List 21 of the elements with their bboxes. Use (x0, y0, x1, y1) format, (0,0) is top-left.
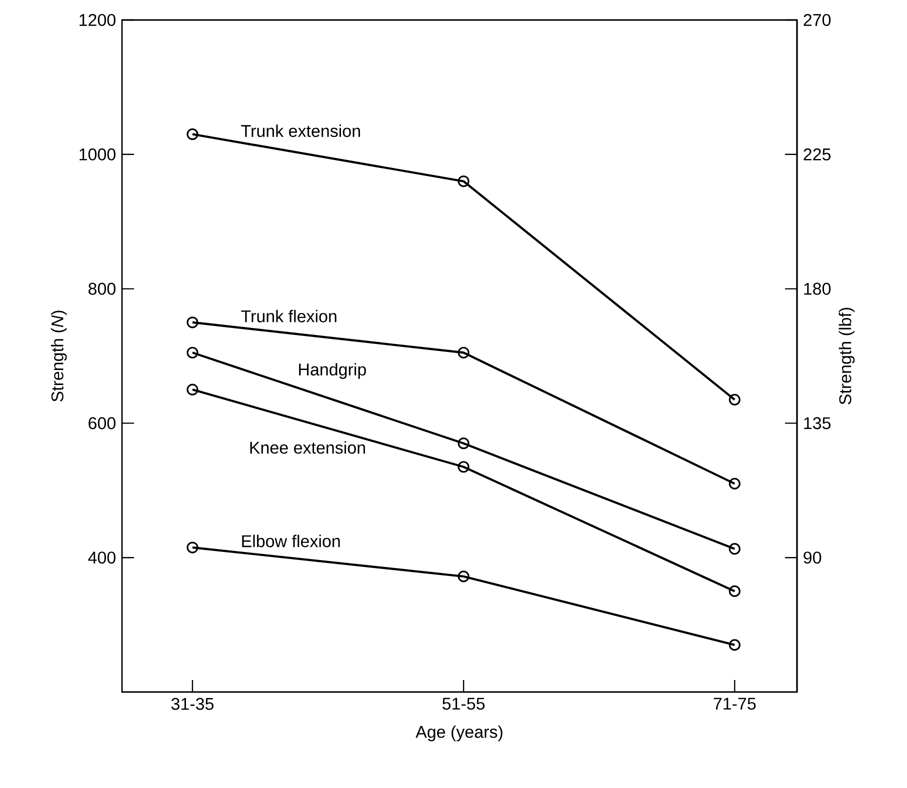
series-label: Trunk flexion (241, 310, 336, 322)
y-tick-label: 800 (88, 282, 116, 295)
x-tick-label: 31-35 (171, 698, 214, 710)
series-label: Knee extension (250, 441, 365, 454)
x-tick-label: 71-75 (714, 698, 756, 710)
y-tick-label: 400 (88, 552, 116, 564)
series-label: Elbow flexion (242, 534, 340, 548)
y-axis-title: Strength (N) (50, 310, 67, 402)
y2-axis-title: Strength (lbf) (838, 308, 855, 404)
x-axis-title: Age (years) (416, 725, 502, 742)
series-label: Trunk extension (241, 124, 360, 138)
y-tick-label: 600 (88, 417, 116, 430)
y2-tick-label: 90 (804, 552, 822, 564)
y2-tick-label: 225 (804, 148, 831, 160)
series-label: Handgrip (299, 363, 366, 379)
y2-tick-label: 270 (804, 14, 831, 26)
y-tick-label: 1200 (80, 14, 116, 26)
y-tick-label: 1000 (80, 148, 116, 160)
y2-tick-label: 135 (804, 417, 831, 430)
y2-tick-label: 180 (804, 282, 831, 295)
x-tick-label: 51-55 (442, 698, 485, 710)
